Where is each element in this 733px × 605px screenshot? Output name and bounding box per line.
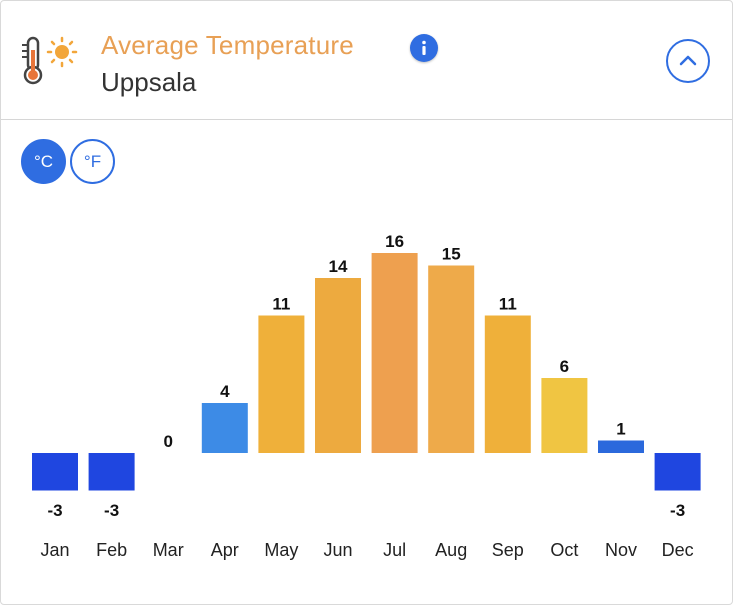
bar-sep[interactable]	[484, 315, 531, 454]
celsius-toggle[interactable]: °C	[21, 139, 66, 184]
data-label-apr: 4	[220, 382, 230, 401]
month-label-nov: Nov	[605, 540, 637, 560]
bar-feb[interactable]	[88, 453, 135, 491]
bar-jun[interactable]	[315, 278, 361, 453]
month-label-dec: Dec	[662, 540, 694, 560]
bar-aug[interactable]	[428, 265, 475, 454]
bar-jul[interactable]	[371, 253, 418, 453]
data-label-aug: 15	[442, 245, 461, 264]
data-label-jun: 14	[329, 257, 348, 276]
month-label-sep: Sep	[492, 540, 524, 560]
info-icon	[422, 40, 426, 55]
bar-may[interactable]	[258, 315, 305, 454]
data-label-jan: -3	[47, 501, 62, 520]
month-label-jul: Jul	[383, 540, 406, 560]
bar-dec[interactable]	[654, 453, 701, 491]
bar-apr[interactable]	[201, 403, 248, 453]
data-label-nov: 1	[616, 420, 625, 439]
month-label-jan: Jan	[40, 540, 69, 560]
bar-oct[interactable]	[541, 378, 588, 453]
collapse-button[interactable]	[666, 39, 710, 83]
month-label-mar: Mar	[153, 540, 184, 560]
data-label-jul: 16	[385, 232, 404, 251]
data-label-mar: 0	[163, 432, 172, 451]
data-label-sep: 11	[499, 295, 517, 314]
card-header: Average Temperature Uppsala	[1, 1, 732, 120]
data-label-may: 11	[272, 295, 290, 314]
info-button[interactable]	[410, 34, 438, 62]
month-label-feb: Feb	[96, 540, 127, 560]
bar-jan[interactable]	[32, 453, 78, 491]
month-label-apr: Apr	[211, 540, 239, 560]
card-title: Average Temperature	[101, 30, 354, 60]
data-label-oct: 6	[560, 357, 569, 376]
location-name: Uppsala	[101, 67, 197, 97]
month-label-jun: Jun	[323, 540, 352, 560]
fahrenheit-toggle[interactable]: °F	[70, 139, 115, 184]
month-label-aug: Aug	[435, 540, 467, 560]
month-label-oct: Oct	[550, 540, 578, 560]
data-label-feb: -3	[104, 501, 119, 520]
data-label-dec: -3	[670, 501, 685, 520]
thermometer-sun-icon	[22, 36, 78, 85]
temperature-bar-chart: -3Jan-3Feb0Mar4Apr11May14Jun16Jul15Aug11…	[32, 232, 701, 560]
bar-nov[interactable]	[598, 440, 644, 454]
month-label-may: May	[264, 540, 298, 560]
chevron-up-icon	[679, 55, 697, 66]
